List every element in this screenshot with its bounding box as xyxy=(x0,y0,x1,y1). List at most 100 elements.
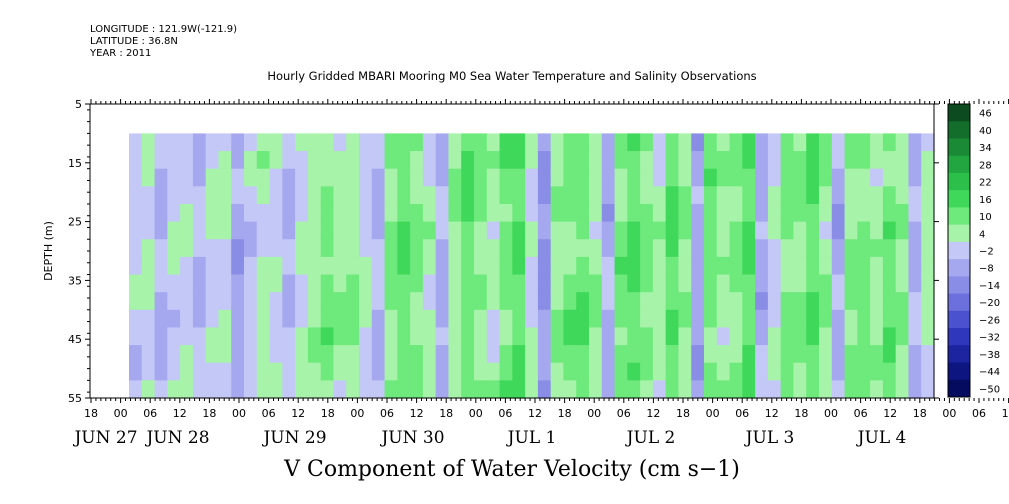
heatmap-cell xyxy=(244,203,258,223)
heatmap-cell xyxy=(333,292,347,311)
heatmap-cell xyxy=(780,292,795,311)
heatmap-cell xyxy=(601,203,616,223)
heatmap-cell xyxy=(882,133,897,152)
heatmap-cell xyxy=(729,292,743,311)
heatmap-cell xyxy=(244,380,258,399)
heatmap-cell xyxy=(180,239,194,258)
heatmap-cell xyxy=(627,327,641,346)
heatmap-cell xyxy=(512,151,526,170)
heatmap-cell xyxy=(282,345,296,364)
heatmap-cell xyxy=(563,309,577,329)
heatmap-cell xyxy=(320,239,335,258)
heatmap-cell xyxy=(499,380,513,399)
heatmap-cell xyxy=(422,203,437,223)
heatmap-cell xyxy=(205,362,220,381)
heatmap-cell xyxy=(141,362,156,381)
heatmap-cell xyxy=(295,168,309,187)
x-hour-label: 12 xyxy=(646,407,660,420)
heatmap-cell xyxy=(525,362,539,381)
heatmap-cell xyxy=(755,345,769,364)
heatmap-cell xyxy=(512,327,526,346)
heatmap-cell xyxy=(512,362,526,381)
colorbar: 46 40 34 28 22 16 10 4 −2 −8 −14 −20 −26 −32 −38 −44 −50 xyxy=(947,103,1000,398)
heatmap-cell xyxy=(410,309,424,329)
heatmap-cell xyxy=(422,256,437,276)
heatmap-cell xyxy=(474,151,488,170)
heatmap-cell xyxy=(755,274,769,293)
heatmap-cell xyxy=(678,239,692,258)
heatmap-cell xyxy=(614,380,628,399)
heatmap-cell xyxy=(410,168,424,187)
heatmap-cell xyxy=(550,292,565,311)
heatmap-cell xyxy=(499,203,513,223)
heatmap-cell xyxy=(397,151,411,170)
heatmap-cell xyxy=(563,239,577,258)
heatmap-cell xyxy=(704,133,718,152)
heatmap-cell xyxy=(857,186,871,205)
heatmap-cell xyxy=(205,221,220,240)
heatmap-cell xyxy=(729,186,743,205)
heatmap-cell xyxy=(729,380,743,399)
heatmap-cell xyxy=(857,327,871,346)
y-axis-label: DEPTH (m) xyxy=(42,221,55,281)
heatmap-cell xyxy=(384,168,398,187)
heatmap-cell xyxy=(218,345,232,364)
heatmap-cell xyxy=(895,345,910,364)
heatmap-cell xyxy=(857,256,871,276)
heatmap-cell xyxy=(320,362,335,381)
heatmap-cell xyxy=(793,151,807,170)
x-hour-label: 18 xyxy=(84,407,98,420)
heatmap-cell xyxy=(448,309,462,329)
heatmap-cell xyxy=(857,203,871,223)
heatmap-cell xyxy=(397,221,411,240)
heatmap-cell xyxy=(320,274,335,293)
heatmap-cell xyxy=(525,133,539,152)
heatmap-cell xyxy=(601,239,616,258)
heatmap-cell xyxy=(589,256,603,276)
heatmap-cell xyxy=(180,274,194,293)
x-hour-label: 12 xyxy=(528,407,542,420)
heatmap-cell xyxy=(793,239,807,258)
heatmap-cell xyxy=(346,133,360,152)
heatmap-cell xyxy=(512,256,526,276)
heatmap-cell xyxy=(844,274,858,293)
x-hour-label: 00 xyxy=(706,407,720,420)
heatmap-cell xyxy=(295,133,309,152)
heatmap-cell xyxy=(154,292,168,311)
heatmap-cell xyxy=(793,168,807,187)
heatmap-cell xyxy=(346,151,360,170)
heatmap-cell xyxy=(167,133,181,152)
heatmap-cell xyxy=(576,256,590,276)
heatmap-cell xyxy=(192,309,207,329)
heatmap-cell xyxy=(895,362,910,381)
colorbar-label: −44 xyxy=(979,367,1000,378)
heatmap-cell xyxy=(307,256,322,276)
heatmap-cell xyxy=(780,327,795,346)
heatmap-cell xyxy=(205,256,220,276)
heatmap-cell xyxy=(359,327,373,346)
heatmap-cell xyxy=(371,345,386,364)
heatmap-cell xyxy=(729,274,743,293)
heatmap-cell xyxy=(537,327,552,346)
heatmap-cell xyxy=(512,292,526,311)
heatmap-cell xyxy=(499,345,513,364)
heatmap-cell xyxy=(525,151,539,170)
heatmap-cell xyxy=(346,221,360,240)
x-hour-label: 00 xyxy=(232,407,246,420)
colorbar-swatch xyxy=(948,121,970,139)
heatmap-cell xyxy=(806,274,820,293)
heatmap-cell xyxy=(525,309,539,329)
heatmap-cell xyxy=(627,362,641,381)
heatmap-cell xyxy=(729,239,743,258)
x-hour-label: 00 xyxy=(824,407,838,420)
heatmap-cell xyxy=(691,256,705,276)
heatmap-cell xyxy=(882,239,897,258)
heatmap-cell xyxy=(486,327,501,346)
heatmap-cell xyxy=(755,362,769,381)
heatmap-cell xyxy=(397,380,411,399)
heatmap-cell xyxy=(640,256,654,276)
heatmap-cell xyxy=(231,309,245,329)
heatmap-cell xyxy=(729,327,743,346)
heatmap-cell xyxy=(486,221,501,240)
heatmap-cell xyxy=(141,133,156,152)
